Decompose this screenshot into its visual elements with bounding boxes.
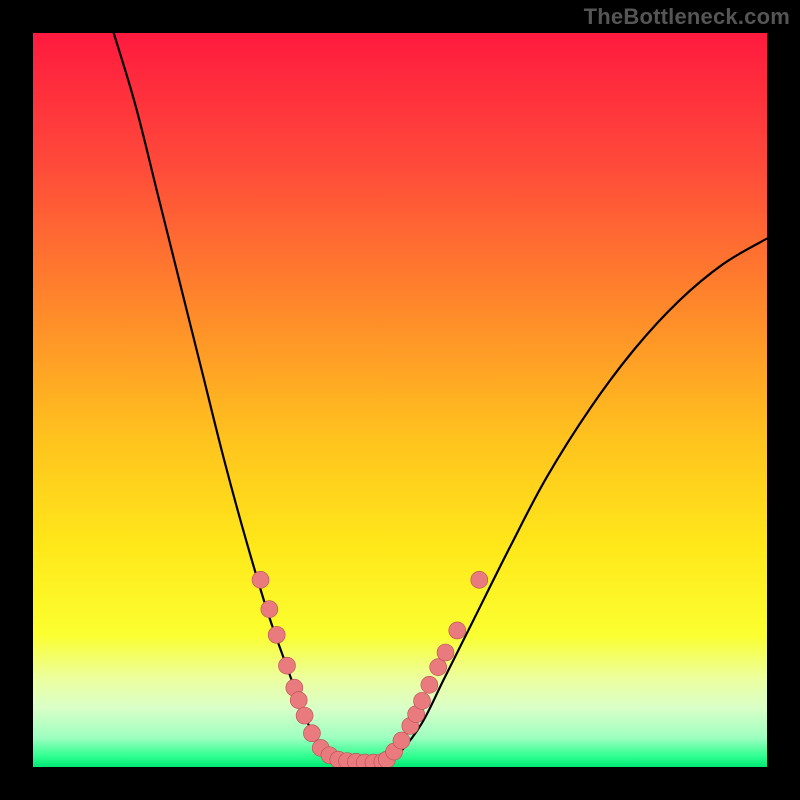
data-marker — [449, 622, 466, 639]
data-marker — [303, 725, 320, 742]
data-marker — [430, 659, 447, 676]
data-marker — [278, 657, 295, 674]
data-marker — [290, 692, 307, 709]
data-marker — [261, 601, 278, 618]
data-marker — [393, 732, 410, 749]
data-marker — [421, 676, 438, 693]
plot-area — [33, 33, 767, 767]
data-marker — [437, 644, 454, 661]
data-marker — [268, 626, 285, 643]
data-marker — [414, 692, 431, 709]
data-marker — [471, 571, 488, 588]
data-marker — [296, 707, 313, 724]
chart-stage: TheBottleneck.com — [0, 0, 800, 800]
data-marker — [252, 571, 269, 588]
chart-svg — [0, 0, 800, 800]
